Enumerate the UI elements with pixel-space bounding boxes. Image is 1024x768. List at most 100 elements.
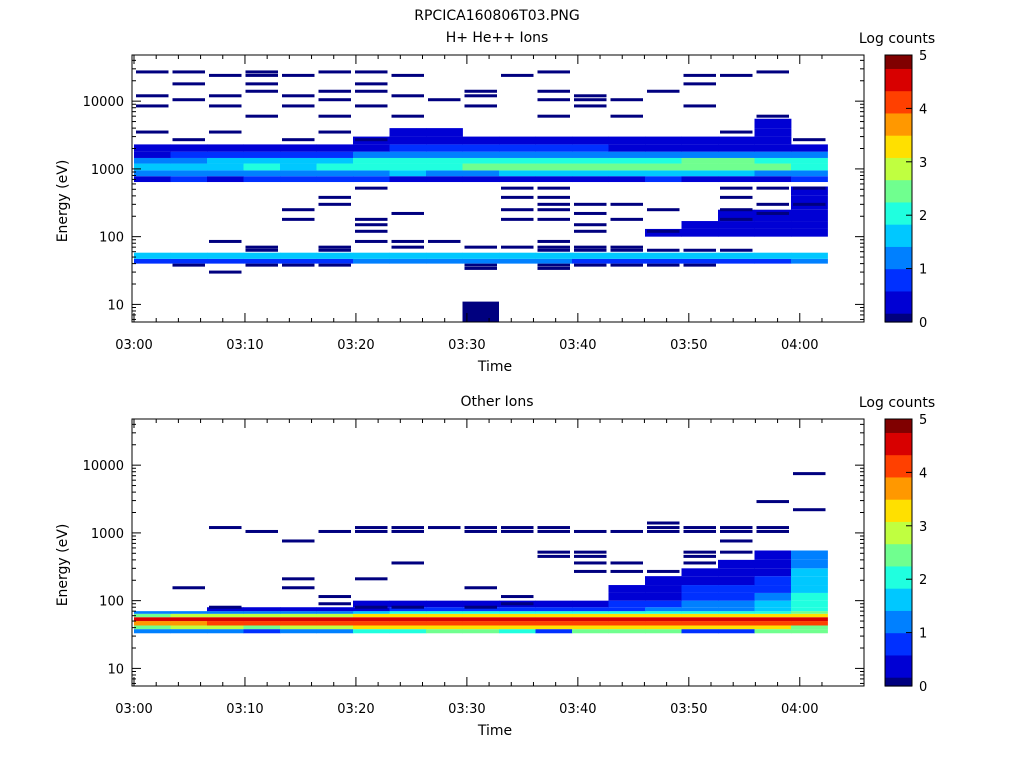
x-axis-label: Time	[477, 359, 512, 375]
heatmap-cell	[720, 529, 753, 533]
heatmap-cell	[608, 252, 646, 259]
heatmap-cell	[535, 163, 573, 171]
heatmap-cell	[207, 607, 244, 612]
colorbar-swatch	[885, 499, 912, 505]
colorbar-swatch	[885, 90, 912, 96]
heatmap-cell	[718, 136, 755, 145]
colorbar-swatch	[885, 565, 912, 571]
heatmap-cell	[608, 136, 646, 145]
heatmap-cell	[574, 202, 607, 206]
heatmap-cell	[610, 217, 643, 221]
heatmap-cell	[353, 617, 390, 622]
heatmap-cell	[316, 252, 354, 259]
heatmap-cell	[243, 625, 281, 630]
y-tick-label: 100	[99, 595, 124, 610]
heatmap-cell	[353, 144, 390, 152]
heatmap-cell	[791, 550, 828, 560]
heatmap-cell	[574, 94, 607, 98]
heatmap-cell	[499, 144, 536, 152]
heatmap-cell	[464, 529, 497, 533]
heatmap-cell	[720, 539, 753, 543]
colorbar-swatch	[885, 192, 912, 198]
heatmap-cell	[318, 130, 351, 134]
figure-title: RPCICA160806T03.PNG	[414, 8, 579, 24]
colorbar-swatch	[885, 317, 912, 323]
heatmap-cell	[243, 258, 281, 264]
heatmap-cell	[464, 266, 497, 270]
heatmap-cell	[535, 600, 573, 608]
heatmap-cell	[389, 170, 427, 177]
colorbar-swatch	[885, 286, 912, 292]
heatmap-cell	[170, 176, 208, 183]
colorbar-swatch	[885, 121, 912, 127]
heatmap-cell	[610, 263, 643, 267]
heatmap-cell	[683, 561, 716, 565]
heatmap-cell	[537, 554, 570, 558]
heatmap-cell	[243, 621, 281, 626]
x-tick-label: 03:00	[115, 338, 152, 353]
heatmap-cell	[389, 611, 427, 614]
colorbar-swatch	[885, 485, 912, 491]
heatmap-cell	[791, 600, 828, 608]
heatmap-cell	[572, 151, 609, 158]
heatmap-cell	[681, 228, 719, 237]
heatmap-cell	[282, 104, 315, 108]
heatmap-cell	[718, 252, 755, 259]
heatmap-cell	[280, 157, 317, 164]
colorbar-swatch	[885, 659, 912, 665]
heatmap-cell	[172, 138, 205, 142]
heatmap-cell	[134, 144, 171, 152]
heatmap-cell	[537, 245, 570, 249]
colorbar-swatch	[885, 574, 912, 580]
heatmap-cell	[608, 617, 646, 622]
heatmap-cell	[754, 568, 792, 577]
colorbar-label: Log counts	[859, 395, 935, 411]
heatmap-cell	[499, 629, 536, 634]
heatmap-cell	[681, 592, 719, 601]
heatmap-cell	[681, 176, 719, 183]
x-tick-label: 03:50	[670, 338, 707, 353]
colorbar-swatch	[885, 201, 912, 207]
colorbar-swatch	[885, 619, 912, 625]
heatmap-cell	[791, 209, 828, 222]
panel-title: Other Ions	[460, 394, 533, 410]
heatmap-cell	[282, 577, 315, 581]
colorbar-swatch	[885, 135, 912, 141]
heatmap-cell	[720, 217, 753, 221]
heatmap-cell	[537, 526, 570, 530]
heatmap-cell	[426, 258, 463, 264]
heatmap-cell	[389, 617, 427, 622]
heatmap-cell	[608, 163, 646, 171]
colorbar-swatch	[885, 601, 912, 607]
heatmap-cell	[754, 118, 792, 129]
heatmap-cell	[243, 607, 281, 612]
colorbar-swatch	[885, 632, 912, 638]
heatmap-cell	[316, 151, 354, 158]
heatmap-cell	[720, 248, 753, 252]
heatmap-cell	[608, 613, 646, 618]
heatmap-cell	[353, 625, 390, 630]
heatmap-cell	[718, 585, 755, 593]
heatmap-cell	[535, 617, 573, 622]
heatmap-cell	[718, 617, 755, 622]
heatmap-cell	[282, 586, 315, 590]
heatmap-cell	[756, 211, 789, 215]
heatmap-cell	[389, 600, 427, 608]
heatmap-cell	[610, 569, 643, 573]
heatmap-cell	[572, 258, 609, 264]
colorbar-swatch	[885, 117, 912, 123]
heatmap-cell	[462, 301, 499, 322]
heatmap-cell	[683, 82, 716, 86]
heatmap-cell	[681, 136, 719, 145]
heatmap-cell	[391, 605, 424, 609]
y-axis-label: Energy (eV)	[55, 160, 71, 243]
heatmap-cell	[499, 176, 536, 183]
colorbar-swatch	[885, 441, 912, 447]
heatmap-cell	[791, 176, 828, 183]
heatmap-cell	[280, 613, 317, 618]
heatmap-cell	[245, 82, 278, 86]
heatmap-cell	[537, 186, 570, 190]
heatmap-cell	[499, 252, 536, 259]
heatmap-cell	[391, 529, 424, 533]
heatmap-cell	[207, 170, 244, 177]
